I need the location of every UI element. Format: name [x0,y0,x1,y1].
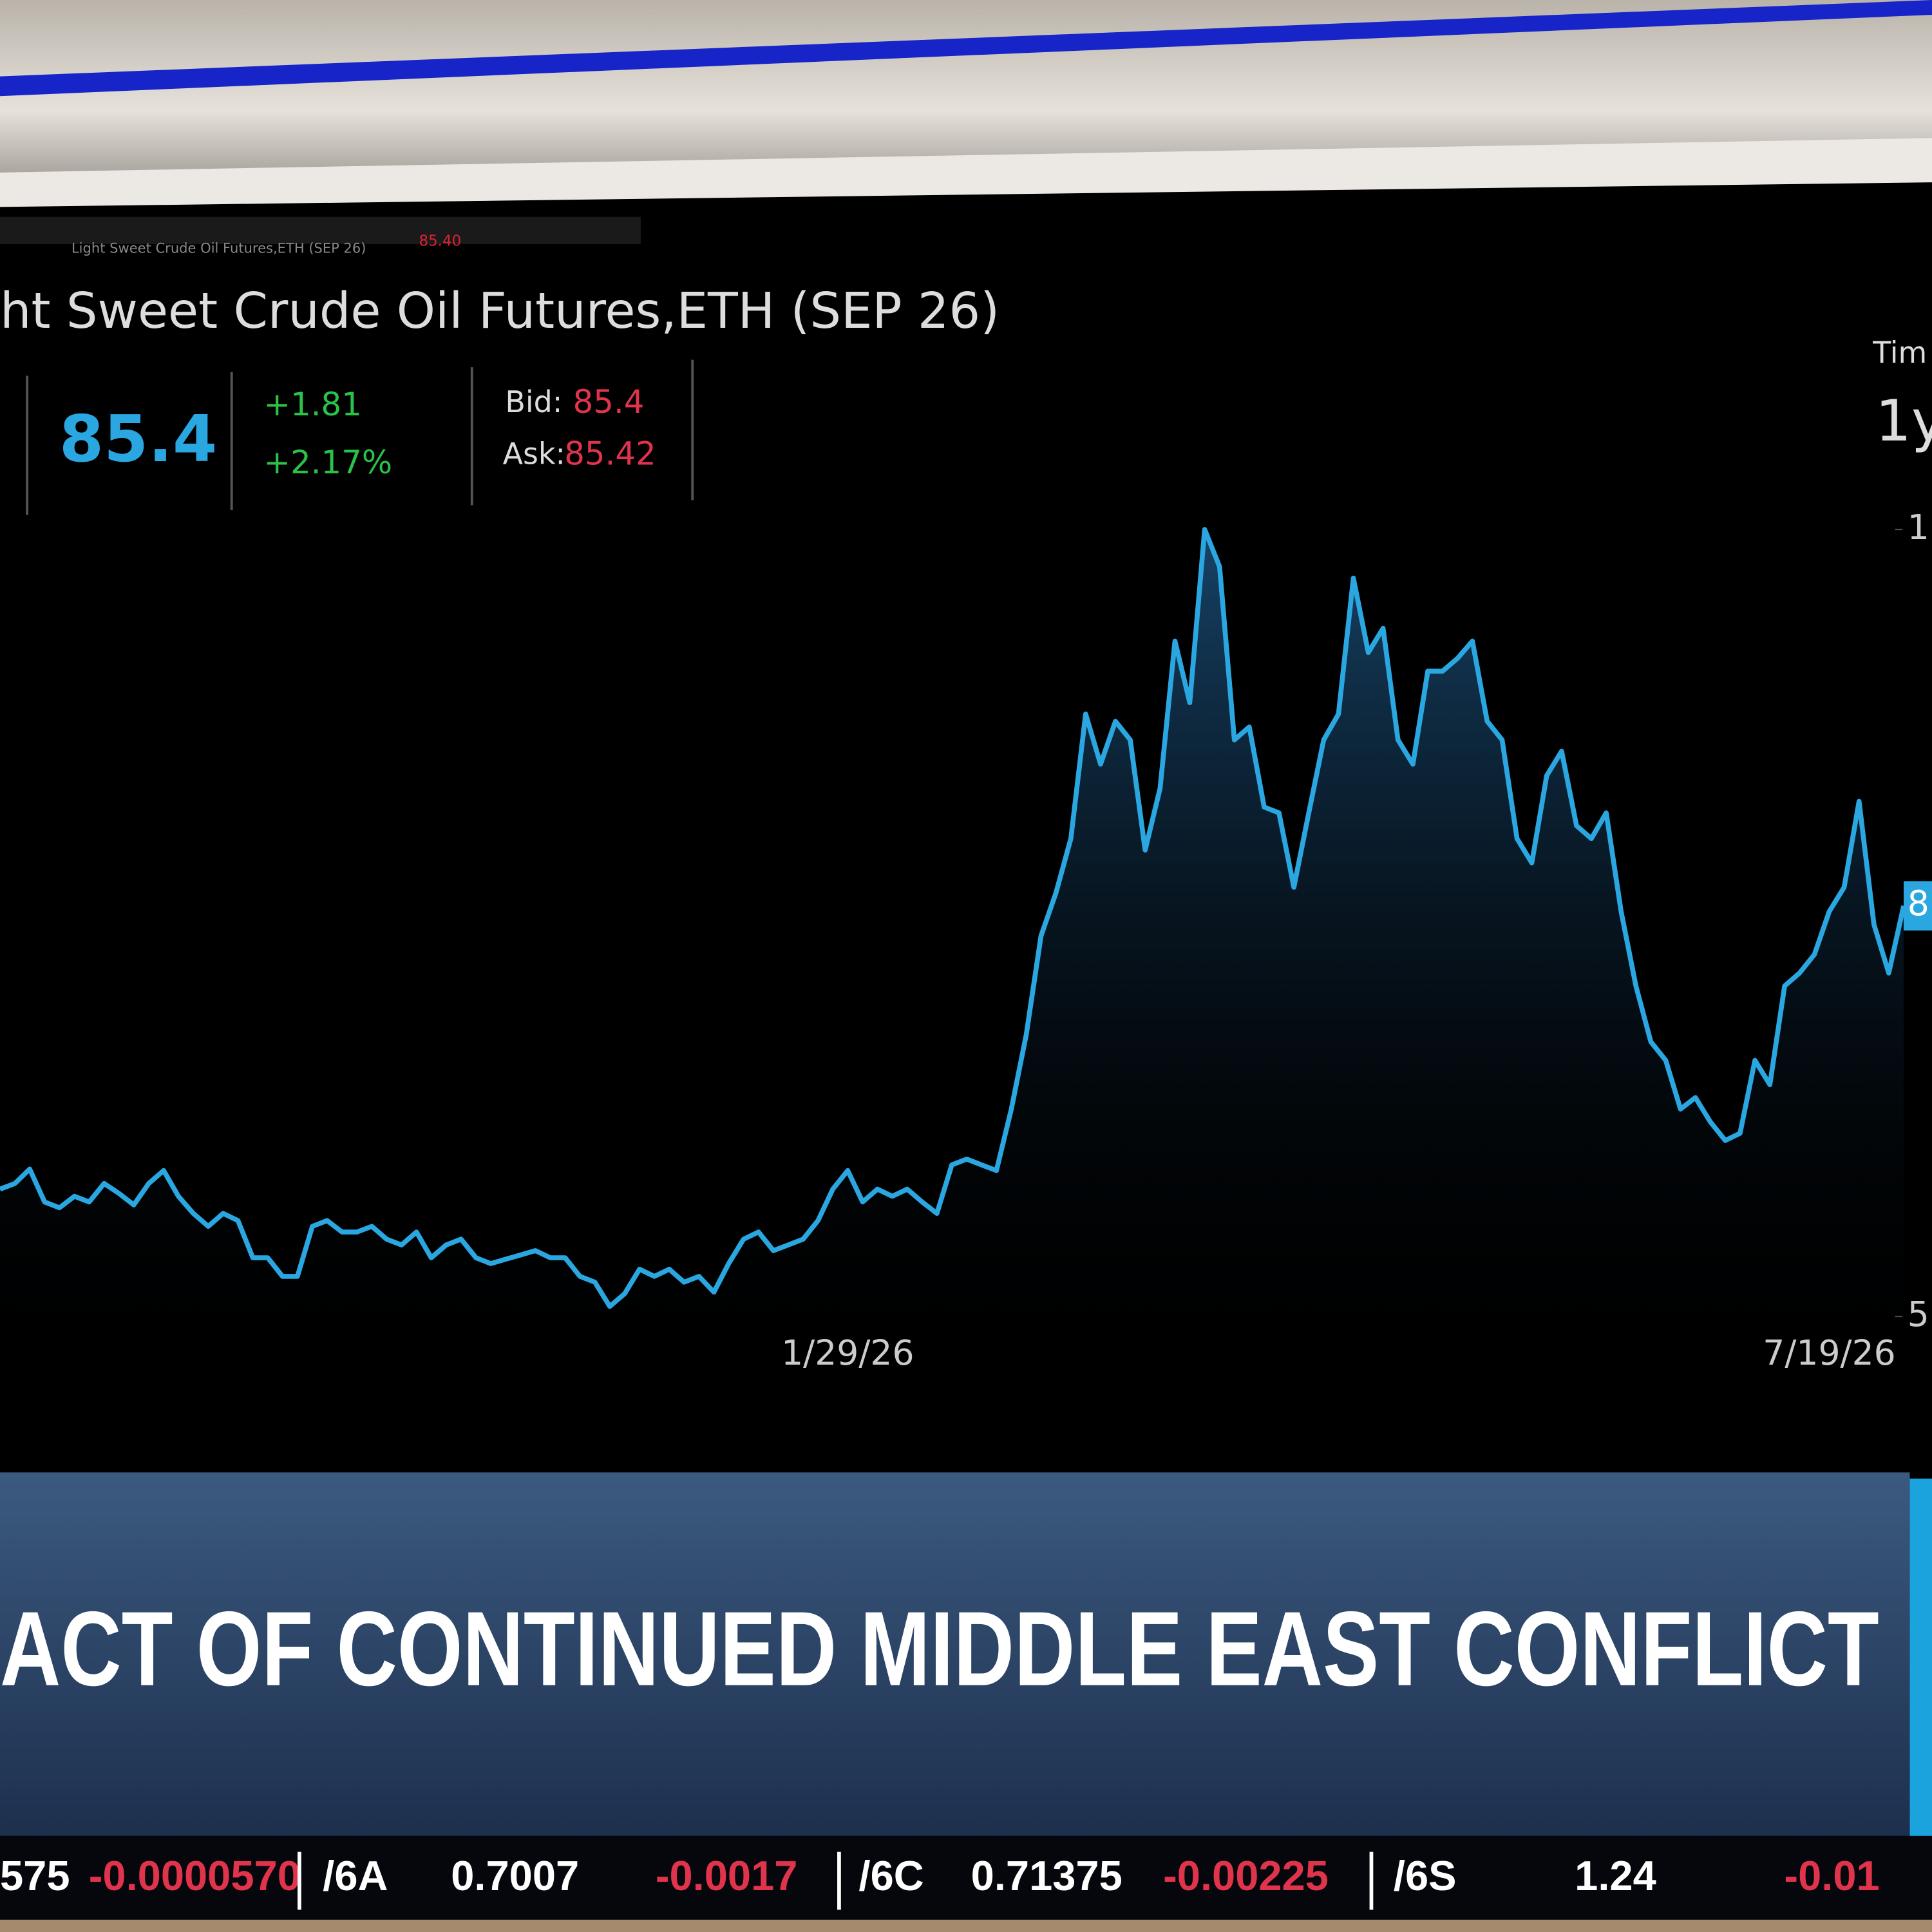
banner [0,1472,1910,1836]
bid: 85.4 [573,383,645,421]
price-line [0,527,1906,1309]
ticker-price: 0.7007 [451,1852,579,1899]
change-percent: +2.17% [263,444,392,481]
area [0,529,1904,1392]
ticker-price: 575 [0,1852,70,1899]
tab-price: 85.40 [419,232,462,249]
ask-label: Ask: [503,436,565,471]
ticker-price: 0.71375 [971,1852,1122,1899]
price-tag [1903,881,1932,931]
ticker-symbol: /6A [323,1852,388,1899]
blue-stripe [0,0,1932,97]
timeframe-label: Tim [1872,336,1927,370]
ticker-change: -0.0017 [656,1852,798,1899]
last-price: 85.4 [59,402,217,477]
ticker-symbol: /6C [859,1852,924,1899]
ticker-symbol: /6S [1394,1852,1457,1899]
timeframe: 1y [1875,388,1932,454]
change: +1.81 [263,386,361,423]
headline: ACT OF CONTINUED MIDDLE EAST CONFLICT [0,1589,1879,1708]
y-tick-label: 5 [1908,1294,1929,1334]
banner-accent [1909,1478,1932,1848]
x-tick-label: 1/29/26 [781,1332,914,1373]
y-tick-label: 1 [1908,507,1929,547]
ticker-bar [0,1835,1932,1920]
desk-edge [0,1919,1932,1932]
x-tick-label: 7/19/26 [1763,1332,1895,1373]
chart-title: ht Sweet Crude Oil Futures,ETH (SEP 26) [0,283,999,340]
bid-label: Bid: [505,384,562,419]
plot: 1 5 8 1/29/26 7/19/26 [0,507,1932,1392]
monitor-bezel [0,138,1932,210]
ticker-change: -0.00225 [1163,1852,1329,1899]
tab-bar [0,216,641,244]
tab-title: Light Sweet Crude Oil Futures,ETH (SEP 2… [71,240,366,256]
ticker-change: -0.01 [1784,1852,1879,1899]
ask: 85.42 [564,435,656,472]
price-tag-label: 8 [1908,883,1929,923]
ticker-change: -0.0000570 [89,1852,301,1899]
ticker-price: 1.24 [1575,1852,1656,1899]
